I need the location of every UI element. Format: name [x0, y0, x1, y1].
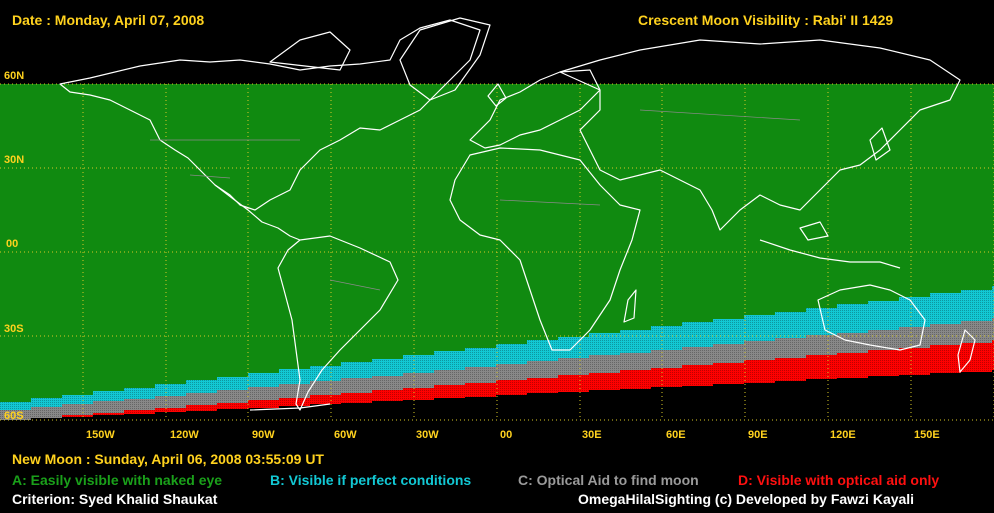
zone-none-band [0, 370, 994, 420]
lon-label-30e: 30E [582, 429, 602, 441]
lon-label-60e: 60E [666, 429, 686, 441]
credit-label: OmegaHilalSighting (c) Developed by Fawz… [578, 491, 915, 507]
criterion-label: Criterion: Syed Khalid Shaukat [12, 491, 218, 507]
lat-label-60s: 60S [4, 410, 24, 422]
lat-label-60n: 60N [4, 70, 25, 82]
map-bottom-margin [0, 420, 994, 513]
map-title: Crescent Moon Visibility : Rabi' II 1429 [638, 12, 894, 28]
legend-d: D: Visible with optical aid only [738, 472, 940, 488]
new-moon-label: New Moon : Sunday, April 06, 2008 03:55:… [12, 451, 324, 467]
legend-a: A: Easily visible with naked eye [12, 472, 223, 488]
date-label: Date : Monday, April 07, 2008 [12, 12, 205, 28]
lat-label-equator: 00 [6, 238, 19, 250]
lon-label-90w: 90W [252, 429, 275, 441]
lon-label-120w: 120W [170, 429, 199, 441]
legend-b: B: Visible if perfect conditions [270, 472, 472, 488]
lat-label-30n: 30N [4, 154, 25, 166]
legend-c: C: Optical Aid to find moon [518, 472, 699, 488]
lon-label-00: 00 [500, 429, 513, 441]
lon-label-150e: 150E [914, 429, 940, 441]
lat-label-30s: 30S [4, 323, 24, 335]
lon-label-90e: 90E [748, 429, 768, 441]
lon-label-120e: 120E [830, 429, 856, 441]
lon-label-60w: 60W [334, 429, 357, 441]
lon-label-30w: 30W [416, 429, 439, 441]
lon-label-150w: 150W [86, 429, 115, 441]
coastlines [59, 17, 976, 411]
country-borders [150, 109, 801, 291]
